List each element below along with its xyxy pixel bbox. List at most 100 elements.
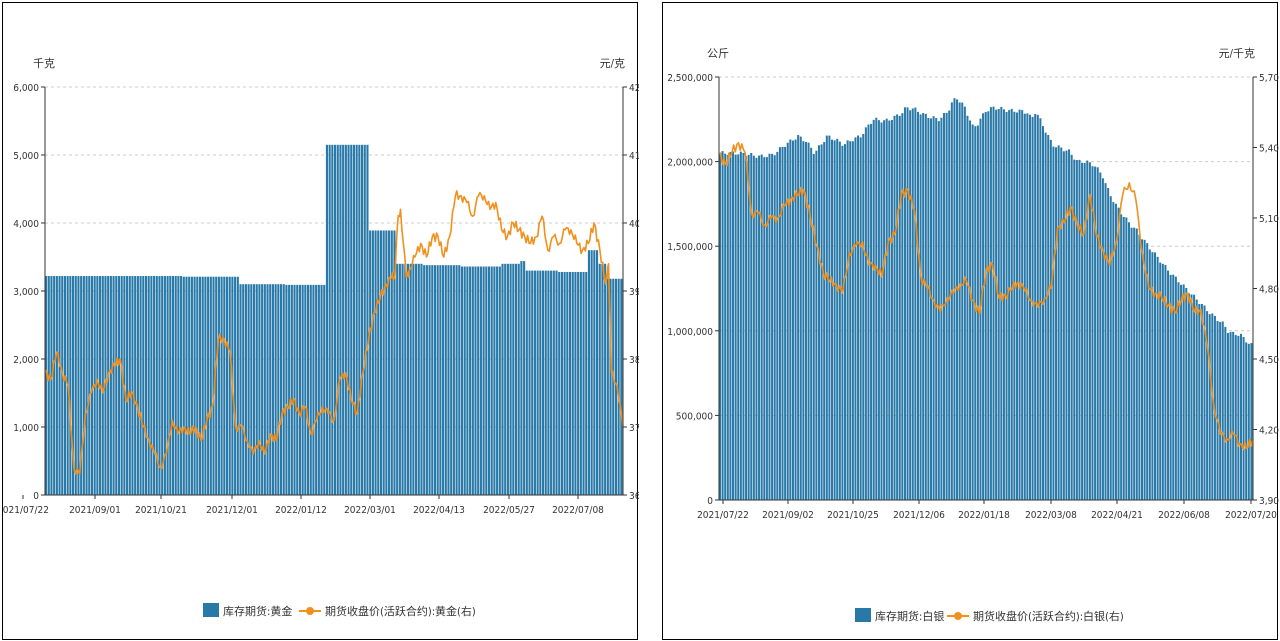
inventory-bar xyxy=(363,144,366,496)
inventory-bar xyxy=(352,144,356,496)
inventory-bar xyxy=(236,276,239,495)
x-tick-label: 2022/07/08 xyxy=(552,505,604,516)
inventory-bar xyxy=(1088,162,1091,500)
inventory-bar xyxy=(574,271,577,495)
legend: 库存期货:白银 期货收盘价(活跃合约):白银(右) xyxy=(855,608,1124,623)
y-right-tick-label: 390 xyxy=(629,287,639,298)
inventory-bar xyxy=(726,155,729,500)
inventory-bar xyxy=(595,250,599,495)
inventory-bar xyxy=(864,127,867,500)
y-left-tick-label: 2,500,000 xyxy=(667,73,713,84)
inventory-bar xyxy=(1219,321,1222,500)
inventory-bar xyxy=(90,276,94,495)
inventory-bar xyxy=(1073,159,1076,501)
inventory-bar xyxy=(101,276,104,495)
inventory-bar xyxy=(120,276,123,495)
inventory-bar xyxy=(906,107,909,500)
inventory-bar xyxy=(836,138,839,500)
inventory-bar xyxy=(406,263,410,495)
y-left-tick-label: 0 xyxy=(707,496,713,507)
inventory-bar xyxy=(161,276,164,495)
inventory-bar xyxy=(201,276,204,495)
inventory-bar xyxy=(760,154,763,500)
inventory-bar xyxy=(791,140,794,500)
x-tick-label: 2021/12/06 xyxy=(893,510,945,521)
inventory-bar xyxy=(1021,110,1024,501)
inventory-bar xyxy=(450,265,453,495)
inventory-bar xyxy=(412,263,415,495)
inventory-bar xyxy=(862,133,865,500)
inventory-bar xyxy=(72,276,75,495)
inventory-bar xyxy=(1083,163,1086,501)
inventory-bar xyxy=(1133,227,1136,500)
inventory-bar xyxy=(1161,263,1164,500)
inventory-bar xyxy=(47,276,50,495)
inventory-bar xyxy=(1226,332,1229,500)
inventory-bar xyxy=(1000,106,1003,500)
inventory-bar xyxy=(263,284,266,495)
inventory-bar xyxy=(566,271,569,495)
inventory-bar xyxy=(807,142,810,500)
inventory-bar xyxy=(914,107,917,500)
inventory-bar xyxy=(69,276,72,495)
inventory-bar xyxy=(153,276,156,495)
inventory-bar xyxy=(1057,145,1060,500)
y-right-tick-label: 360 xyxy=(629,491,639,502)
inventory-bar xyxy=(1096,167,1099,500)
inventory-bar xyxy=(1047,134,1050,500)
inventory-bar xyxy=(225,276,229,495)
y-right-tick-label: 4,800 xyxy=(1259,285,1279,296)
inventory-bar xyxy=(919,114,922,500)
inventory-bar xyxy=(857,135,860,501)
inventory-bar xyxy=(298,284,301,495)
legend-bar-label: 库存期货:黄金 xyxy=(223,604,292,618)
inventory-bar xyxy=(261,284,264,495)
inventory-bar xyxy=(306,284,310,495)
inventory-bar xyxy=(1140,239,1143,500)
inventory-bar xyxy=(344,144,347,496)
inventory-bar xyxy=(765,157,768,500)
inventory-bar xyxy=(117,276,121,495)
y-right-unit: 元/千克 xyxy=(1219,47,1255,60)
inventory-bar xyxy=(1002,109,1005,501)
inventory-bar xyxy=(612,278,615,495)
y-left-tick-label: 1,500,000 xyxy=(667,242,713,253)
inventory-bar xyxy=(1028,114,1031,500)
price-line xyxy=(44,190,624,476)
inventory-bar xyxy=(617,278,620,495)
inventory-bar xyxy=(849,141,852,500)
inventory-bar xyxy=(867,124,870,500)
inventory-bar xyxy=(271,284,274,495)
inventory-bar xyxy=(255,284,258,495)
inventory-bar xyxy=(1237,335,1240,500)
inventory-bar xyxy=(1229,331,1232,500)
inventory-bar xyxy=(737,154,740,500)
inventory-bar xyxy=(937,121,940,501)
inventory-bar xyxy=(396,263,399,495)
x-tick-label: 2021/10/25 xyxy=(827,510,879,521)
inventory-bar xyxy=(1232,331,1235,500)
inventory-bar xyxy=(50,276,53,495)
inventory-bar xyxy=(1109,196,1112,500)
inventory-bar xyxy=(909,110,912,500)
inventory-bar xyxy=(147,276,150,495)
inventory-bar xyxy=(45,276,48,495)
inventory-bar xyxy=(458,265,461,495)
inventory-bar xyxy=(1224,326,1227,500)
x-tick-label: 2022/04/21 xyxy=(1091,510,1143,521)
inventory-bar xyxy=(277,284,280,495)
inventory-bar xyxy=(374,230,377,496)
legend-line-marker xyxy=(306,607,314,615)
y-right-tick-label: 3,900 xyxy=(1259,496,1279,507)
inventory-bar xyxy=(870,123,873,500)
inventory-bar xyxy=(490,266,493,495)
inventory-bar xyxy=(190,276,193,495)
x-tick-label: 2022/03/08 xyxy=(1025,510,1077,521)
inventory-bar xyxy=(460,266,464,495)
inventory-bar xyxy=(466,266,469,495)
inventory-bar xyxy=(1026,113,1029,500)
inventory-bar xyxy=(417,263,420,495)
inventory-bar xyxy=(992,106,995,500)
inventory-bar xyxy=(989,107,992,501)
inventory-bar xyxy=(409,263,412,495)
